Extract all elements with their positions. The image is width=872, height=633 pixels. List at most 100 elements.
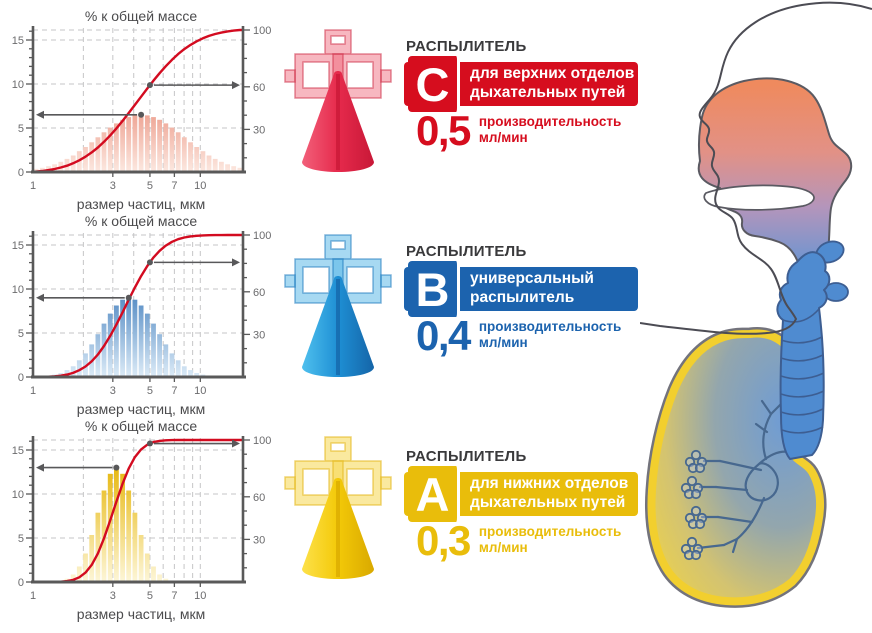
histogram-bar [206, 155, 212, 172]
axis-tick-label: 10 [12, 489, 24, 501]
histogram-bar [107, 127, 113, 172]
histogram-bar [212, 158, 218, 172]
rate-value: 0,5 [416, 107, 471, 154]
axis-tick-label: 0 [18, 577, 24, 589]
chart-xlabel: размер частиц, мкм [76, 196, 206, 212]
bracket-side-tab [380, 274, 392, 288]
bracket-side-tab [284, 476, 296, 490]
sprayer-header: РАСПЫЛИТЕЛЬ [406, 243, 527, 260]
sprayer-letter-badge: A [408, 466, 460, 522]
histogram-bar [169, 127, 175, 172]
axis-tick-label: 5 [18, 328, 24, 340]
cumulative-curve [33, 233, 243, 379]
particle-size-chart-b: 0 5 10 15 30 60 100 1 3 5 7 10 [12, 230, 272, 397]
axis-tick-label: 60 [253, 287, 265, 299]
cumulative-dot [146, 82, 153, 89]
histogram-bar [169, 353, 175, 377]
output-rate: 0,5 производительность мл/мин [416, 107, 638, 154]
output-rate: 0,3 производительность мл/мин [416, 520, 638, 561]
particle-size-chart-c: 0 5 10 15 30 60 100 1 3 5 7 10 [12, 25, 272, 192]
axis-tick-label: 3 [110, 180, 116, 192]
histogram-bar [157, 334, 162, 377]
histogram-bar [76, 360, 82, 377]
banner-line1: для нижних отделов [470, 475, 629, 493]
banner-line1: универсальный [470, 270, 594, 288]
histogram-bar [163, 123, 169, 172]
rate-unit: мл/мин [478, 540, 528, 556]
histogram-bar [181, 137, 187, 172]
bronchial-tree [696, 399, 792, 554]
axis-tick-label: 1 [30, 385, 36, 397]
bracket-side-tab [380, 69, 392, 83]
histogram-bar [126, 490, 132, 582]
banner-line2: дыхательных путей [470, 84, 626, 101]
histogram-bar [194, 147, 200, 172]
histogram-bar [120, 299, 125, 377]
histogram-bar [151, 117, 156, 172]
rate-unit: мл/мин [478, 335, 528, 351]
axis-tick-label: 15 [12, 240, 24, 252]
histogram-bar [200, 151, 206, 172]
cone-fin [336, 74, 340, 170]
axis-tick-label: 1 [30, 590, 36, 602]
histogram-bar [114, 467, 119, 582]
trachea-rings [780, 308, 825, 434]
histogram-bar [237, 167, 243, 172]
cone-fin [336, 279, 340, 375]
chart-title: % к общей массе [84, 418, 198, 434]
bracket-side-tab [284, 69, 296, 83]
histogram-bar [89, 535, 95, 582]
axis-tick-label: 30 [253, 329, 265, 341]
histogram-bar [144, 313, 150, 377]
histogram-bar [132, 299, 138, 377]
axis-tick-label: 3 [110, 590, 116, 602]
axis-tick-label: 3 [110, 385, 116, 397]
oral-cavity-gap [703, 184, 815, 211]
axis-tick-label: 5 [18, 123, 24, 135]
histogram-bar [95, 512, 101, 582]
bracket-side-tab [284, 274, 296, 288]
peak-arrow-head [36, 293, 44, 302]
histogram-bar [138, 114, 144, 172]
axis-tick-label: 100 [253, 25, 271, 37]
histogram-bar [163, 578, 169, 582]
histogram-bar [114, 305, 119, 377]
upper-airways [697, 77, 853, 274]
axis-tick-label: 5 [147, 180, 153, 192]
histogram-bar [181, 366, 187, 377]
nebulizer-blue-icon [284, 234, 392, 377]
histogram-bar [157, 119, 162, 172]
sprayer-header: РАСПЫЛИТЕЛЬ [406, 38, 527, 55]
axis-tick-label: 100 [253, 435, 271, 447]
histogram-bar [151, 566, 156, 582]
histogram-bar [188, 370, 193, 377]
histogram-bar [126, 117, 132, 172]
banner-line1: для верхних отделов [470, 65, 635, 83]
cumulative-curve [33, 438, 243, 584]
rate-value: 0,4 [416, 312, 471, 359]
histogram-bar [120, 473, 125, 582]
chart-title: % к общей массе [84, 213, 198, 229]
peak-arrow-head [36, 110, 44, 119]
histogram-bar [83, 553, 88, 582]
nebulizer-yellow-icon [284, 436, 392, 579]
trachea-column [776, 251, 831, 460]
histogram-bar [101, 323, 107, 377]
nebulizer-bracket [294, 29, 382, 99]
histogram-bar [157, 574, 162, 582]
banner-line2: распылитель [470, 289, 575, 306]
histogram-bar [144, 553, 150, 582]
histogram-bar [188, 142, 193, 172]
peak-dot [138, 111, 145, 118]
particle-size-chart-a: 0 5 10 15 30 60 100 1 3 5 7 10 [12, 435, 272, 602]
head-profile-outline [640, 1, 872, 335]
axis-tick-label: 5 [147, 590, 153, 602]
histogram-bar [95, 137, 101, 172]
histogram-bar [151, 323, 156, 377]
axis-tick-label: 30 [253, 534, 265, 546]
axis-tick-label: 15 [12, 445, 24, 457]
alveoli-clusters [680, 449, 708, 561]
